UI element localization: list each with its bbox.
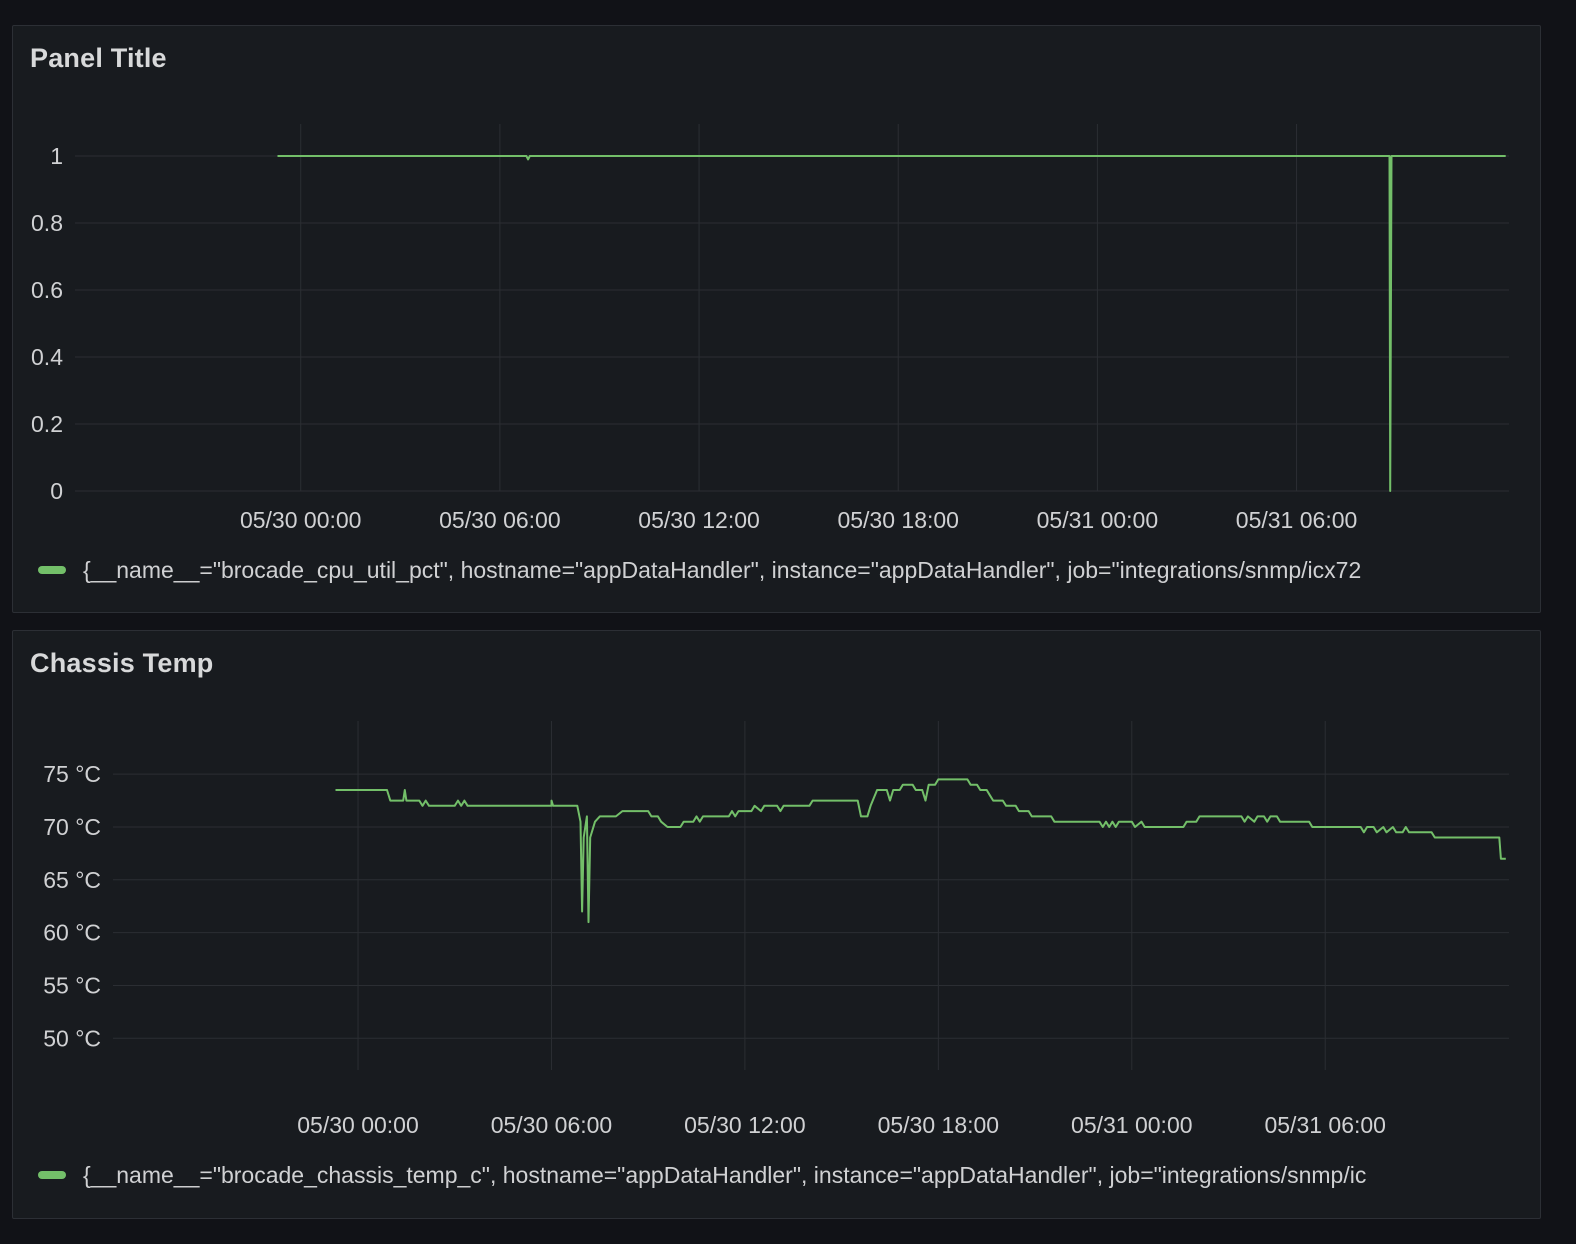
- y-tick-label: 65 °C: [43, 867, 101, 893]
- chassis-temp-panel: Chassis Temp 50 °C 55 °C 60 °C 65 °C 70 °C 75…: [12, 630, 1541, 1219]
- cpu-util-panel: Panel Title 0 0.2 0.4 0.6 0.8 1 05/30 00:00 05/…: [12, 25, 1541, 613]
- grid: [113, 721, 1509, 1070]
- x-tick-label: 05/31 00:00: [1037, 507, 1159, 533]
- x-tick-label: 05/31 06:00: [1264, 1112, 1386, 1138]
- y-tick-label: 55 °C: [43, 972, 101, 998]
- y-tick-label: 0.8: [31, 210, 63, 236]
- x-tick-label: 05/30 00:00: [240, 507, 362, 533]
- x-tick-label: 05/31 06:00: [1236, 507, 1358, 533]
- series-color-swatch: [38, 566, 66, 574]
- y-tick-label: 75 °C: [43, 761, 101, 787]
- series-line[interactable]: [335, 778, 1506, 924]
- x-tick-label: 05/30 18:00: [837, 507, 959, 533]
- y-tick-label: 60 °C: [43, 920, 101, 946]
- y-tick-label: 0.4: [31, 344, 63, 370]
- x-tick-label: 05/30 12:00: [638, 507, 760, 533]
- y-tick-label: 1: [50, 143, 63, 169]
- series-color-swatch: [38, 1171, 66, 1179]
- legend-item[interactable]: {__name__="brocade_cpu_util_pct", hostna…: [38, 552, 1538, 588]
- x-tick-label: 05/30 00:00: [297, 1112, 419, 1138]
- grid: [75, 124, 1509, 492]
- chassis-temp-chart[interactable]: 50 °C 55 °C 60 °C 65 °C 70 °C 75 °C 05/30 00:0…: [13, 631, 1541, 1219]
- y-tick-label: 0: [50, 478, 63, 504]
- panel-title[interactable]: Chassis Temp: [30, 648, 214, 678]
- x-tick-label: 05/30 12:00: [684, 1112, 806, 1138]
- x-tick-label: 05/30 06:00: [439, 507, 561, 533]
- cpu-util-chart[interactable]: 0 0.2 0.4 0.6 0.8 1 05/30 00:00 05/30 06:00 05/3…: [13, 26, 1541, 613]
- y-tick-label: 70 °C: [43, 814, 101, 840]
- x-tick-label: 05/30 06:00: [491, 1112, 613, 1138]
- legend-item[interactable]: {__name__="brocade_chassis_temp_c", host…: [38, 1157, 1538, 1193]
- x-tick-label: 05/31 00:00: [1071, 1112, 1193, 1138]
- y-tick-label: 0.6: [31, 277, 63, 303]
- y-tick-label: 50 °C: [43, 1025, 101, 1051]
- panel-title[interactable]: Panel Title: [30, 43, 167, 73]
- series-line[interactable]: [277, 155, 1506, 492]
- legend-label: {__name__="brocade_cpu_util_pct", hostna…: [83, 556, 1362, 583]
- y-tick-label: 0.2: [31, 411, 63, 437]
- legend-label: {__name__="brocade_chassis_temp_c", host…: [83, 1161, 1367, 1188]
- x-tick-label: 05/30 18:00: [878, 1112, 1000, 1138]
